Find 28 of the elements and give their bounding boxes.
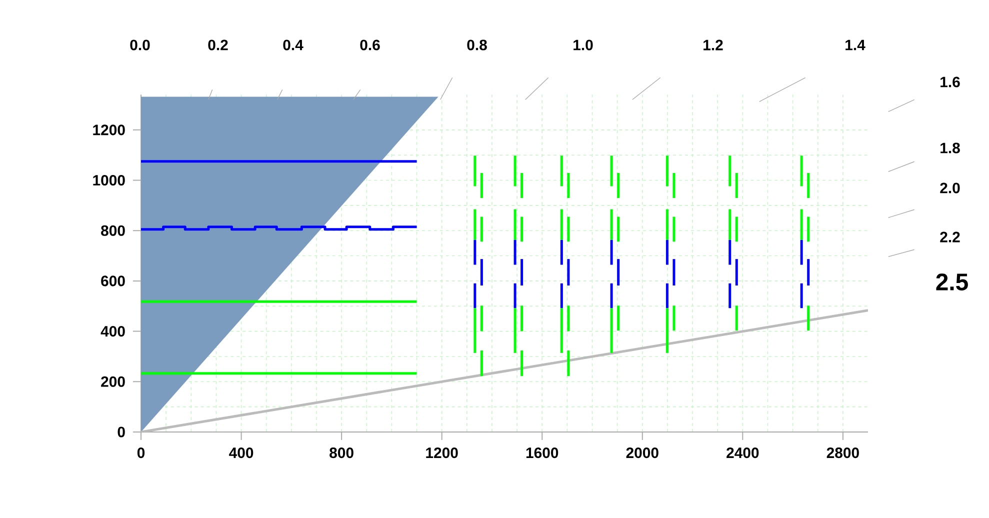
text: 1.2 — [704, 40, 723, 50]
text: 1.0 — [574, 40, 593, 50]
y-tick-label: 200 — [101, 376, 125, 387]
x-tick-label: 2800 — [826, 448, 859, 458]
x-tick-label: 800 — [330, 448, 354, 458]
text: 0.0 — [130, 40, 150, 50]
y-tick-label: 400 — [100, 326, 125, 337]
x-tick-label: 1200 — [426, 448, 458, 458]
x-tick-label: 0 — [137, 448, 145, 458]
text: 0.4 — [283, 40, 304, 50]
y-tick-label: 1000 — [93, 174, 125, 186]
x-tick-label: 400 — [229, 448, 254, 458]
x-tick-label: 2000 — [626, 448, 658, 458]
text: 1.4 — [846, 40, 866, 50]
y-tick-label: 800 — [101, 225, 125, 236]
text: 2.0 — [940, 182, 960, 194]
text: 0.8 — [467, 40, 487, 50]
text: 2.2 — [940, 232, 960, 242]
text: 1.8 — [940, 142, 960, 154]
y-tick-label: 0 — [118, 426, 125, 438]
text: 0.2 — [208, 40, 228, 50]
y-tick-label: 1200 — [93, 124, 125, 136]
y-tick-label: 600 — [101, 276, 125, 286]
x-tick-label: 1600 — [526, 448, 558, 458]
text: 0.6 — [360, 40, 380, 50]
text: 1.6 — [940, 76, 960, 88]
text: 2.5 — [936, 274, 968, 290]
x-tick-label: 2400 — [726, 448, 759, 458]
